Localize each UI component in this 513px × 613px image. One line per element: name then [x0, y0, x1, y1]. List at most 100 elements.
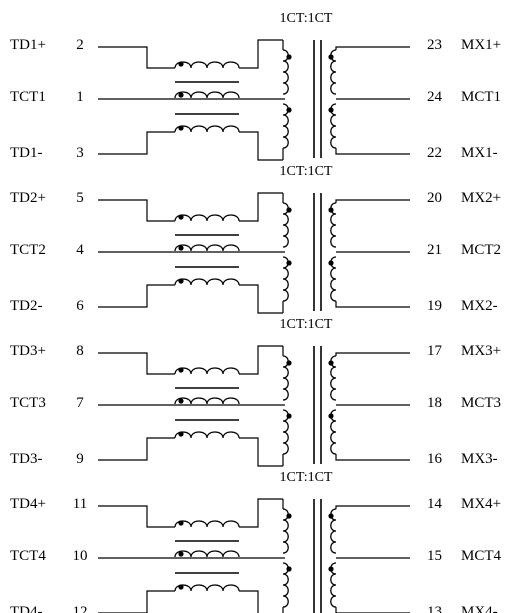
left-pin-2: 2: [76, 37, 84, 53]
left-pin-8: 8: [76, 343, 84, 359]
right-signal-mx4+: MX4+: [461, 496, 501, 512]
right-pin-16: 16: [427, 451, 443, 467]
left-signal-tct2: TCT2: [10, 242, 46, 258]
choke-bottom-lead: [98, 590, 175, 613]
secondary-bottom-lead: [335, 301, 410, 308]
right-pin-15: 15: [427, 548, 442, 564]
secondary-top-lead: [335, 352, 410, 356]
left-pin-6: 6: [76, 298, 84, 314]
left-signal-td4+: TD4+: [10, 496, 46, 512]
choke-center-coil: [174, 91, 240, 99]
secondary-top-lead: [335, 199, 410, 203]
right-pin-14: 14: [427, 496, 443, 512]
ratio-label-3: 1CT:1CT: [280, 317, 333, 332]
choke-top-lead: [98, 352, 175, 375]
left-signal-td3-: TD3-: [10, 451, 43, 467]
right-pin-19: 19: [427, 298, 442, 314]
choke-top-out: [239, 345, 283, 375]
right-pin-22: 22: [427, 145, 442, 161]
left-pin-4: 4: [76, 242, 84, 258]
right-signal-mct4: MCT4: [461, 548, 502, 564]
ratio-label-2: 1CT:1CT: [280, 164, 333, 179]
right-pin-17: 17: [427, 343, 443, 359]
choke-center-dot: [178, 92, 184, 98]
choke-top-lead: [98, 199, 175, 222]
right-signal-mx3+: MX3+: [461, 343, 501, 359]
choke-bottom-dot: [178, 584, 184, 590]
choke-top-out: [239, 39, 283, 69]
choke-top-dot: [178, 214, 184, 220]
secondary-upper-dot: [328, 207, 334, 213]
primary-lower-coil: [282, 409, 289, 455]
choke-center-coil: [174, 244, 240, 252]
left-signal-td1+: TD1+: [10, 37, 46, 53]
right-signal-mx1-: MX1-: [461, 145, 498, 161]
left-signal-td1-: TD1-: [10, 145, 43, 161]
left-pin-9: 9: [76, 451, 84, 467]
left-pin-11: 11: [73, 496, 87, 512]
left-signal-td3+: TD3+: [10, 343, 46, 359]
secondary-lower-coil: [330, 103, 337, 149]
left-pin-12: 12: [73, 604, 88, 613]
choke-bottom-coil: [174, 278, 240, 286]
choke-bottom-out: [239, 131, 283, 161]
left-pin-10: 10: [73, 548, 88, 564]
primary-lower-dot: [286, 260, 292, 266]
stage-2: 1CT:1CT TD2+ 5 TCT2 4 TD2- 6 20 MX2+ 21 MCT2 19 MX2-: [10, 164, 501, 314]
left-pin-7: 7: [76, 395, 84, 411]
secondary-lower-dot: [328, 413, 334, 419]
choke-bottom-out: [239, 437, 283, 467]
stage-1: 1CT:1CT TD1+ 2 TCT1 1 TD1- 3 23 MX1+ 24 MCT1 22 MX1-: [10, 11, 501, 161]
choke-bottom-out: [239, 284, 283, 314]
secondary-lower-coil: [330, 409, 337, 455]
left-signal-td4-: TD4-: [10, 604, 43, 613]
choke-bottom-coil: [174, 431, 240, 439]
primary-upper-dot: [286, 54, 292, 60]
right-signal-mx3-: MX3-: [461, 451, 498, 467]
secondary-upper-dot: [328, 360, 334, 366]
choke-top-coil: [174, 520, 240, 528]
right-signal-mx1+: MX1+: [461, 37, 501, 53]
stage-4: 1CT:1CT TD4+ 11 TCT4 10 TD4- 12 14 MX4+ 15 MCT4 13 M…: [10, 470, 502, 613]
secondary-bottom-lead: [335, 607, 410, 613]
choke-bottom-lead: [98, 437, 175, 461]
secondary-top-lead: [335, 505, 410, 509]
secondary-bottom-lead: [335, 148, 410, 155]
primary-lower-coil: [282, 562, 289, 608]
choke-bottom-dot: [178, 431, 184, 437]
choke-bottom-coil: [174, 125, 240, 133]
primary-upper-dot: [286, 513, 292, 519]
right-signal-mx4-: MX4-: [461, 604, 498, 613]
primary-upper-dot: [286, 207, 292, 213]
right-signal-mx2-: MX2-: [461, 298, 498, 314]
secondary-bottom-lead: [335, 454, 410, 461]
left-signal-td2+: TD2+: [10, 190, 46, 206]
choke-top-coil: [174, 214, 240, 222]
right-signal-mx2+: MX2+: [461, 190, 501, 206]
right-signal-mct1: MCT1: [461, 89, 501, 105]
choke-bottom-dot: [178, 278, 184, 284]
secondary-upper-dot: [328, 54, 334, 60]
secondary-upper-dot: [328, 513, 334, 519]
choke-top-dot: [178, 61, 184, 67]
choke-center-dot: [178, 398, 184, 404]
left-signal-tct4: TCT4: [10, 548, 46, 564]
choke-bottom-coil: [174, 584, 240, 592]
primary-lower-coil: [282, 103, 289, 149]
primary-upper-dot: [286, 360, 292, 366]
left-signal-tct3: TCT3: [10, 395, 46, 411]
primary-lower-coil: [282, 256, 289, 302]
secondary-top-lead: [335, 46, 410, 50]
ratio-label-4: 1CT:1CT: [280, 470, 333, 485]
choke-center-coil: [174, 550, 240, 558]
right-pin-13: 13: [427, 604, 442, 613]
left-signal-tct1: TCT1: [10, 89, 46, 105]
right-pin-20: 20: [427, 190, 442, 206]
right-pin-18: 18: [427, 395, 442, 411]
choke-top-lead: [98, 46, 175, 69]
secondary-lower-dot: [328, 260, 334, 266]
secondary-lower-dot: [328, 107, 334, 113]
secondary-lower-coil: [330, 256, 337, 302]
choke-top-coil: [174, 367, 240, 375]
